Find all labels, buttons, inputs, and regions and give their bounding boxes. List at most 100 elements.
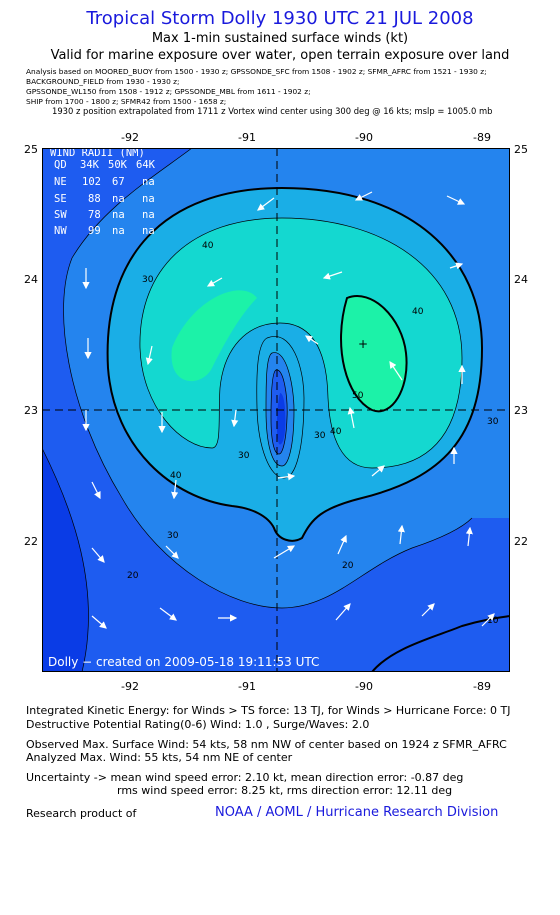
wind-vector-arrow <box>371 465 385 477</box>
wind-radii-cell: na <box>112 209 125 221</box>
wind-vector-arrow <box>171 479 179 500</box>
wind-vector-arrow <box>421 603 435 617</box>
contour-10kt-line <box>42 447 89 672</box>
wind-radii-cell: SW <box>54 209 67 221</box>
page-title: Tropical Storm Dolly 1930 UTC 21 JUL 200… <box>86 8 474 29</box>
coastline <box>371 615 510 672</box>
contour-label: 30 <box>142 275 154 285</box>
ike-line: Integrated Kinetic Energy: for Winds > T… <box>26 704 511 717</box>
wind-vector-arrow <box>389 361 403 381</box>
wind-radii-title: WIND RADII (NM) <box>50 148 145 159</box>
wind-vector-arrow <box>231 409 239 428</box>
lon-tick-top: -91 <box>238 131 256 144</box>
contour-fill-45-west <box>171 290 257 382</box>
wind-vector-arrow <box>354 191 373 201</box>
wind-radii-cell: 67 <box>112 176 125 188</box>
wind-radii-cell: 64K <box>136 159 156 171</box>
wind-vector-arrow <box>335 603 351 621</box>
contour-label: 30 <box>487 417 499 427</box>
lon-tick-top: -92 <box>121 131 139 144</box>
wind-vector-arrow <box>397 524 405 545</box>
research-label: Research product of <box>26 807 137 820</box>
contour-label: 20 <box>342 561 354 571</box>
wind-radii-cell: na <box>112 225 125 237</box>
contour-50kt-line <box>340 295 408 413</box>
wind-vector-arrow <box>481 613 495 627</box>
contour-eye-line <box>265 352 295 467</box>
contour-20kt-line <box>42 148 473 609</box>
wind-vector-arrow <box>337 534 347 555</box>
wind-field-map: + 30 40 40 40 50 40 30 30 30 20 20 30 10 <box>42 148 510 672</box>
wind-vector-arrow <box>91 615 107 629</box>
lon-tick-top: -89 <box>473 131 491 144</box>
lat-tick-left: 25 <box>24 143 38 156</box>
observed-max-line: Observed Max. Surface Wind: 54 kts, 58 n… <box>26 738 507 751</box>
contour-fill-eye-0 <box>276 393 286 445</box>
wind-vector-arrow <box>91 481 101 500</box>
contour-label: 30 <box>167 531 179 541</box>
lat-tick-right: 24 <box>514 273 528 286</box>
contour-40kt-line <box>139 217 463 469</box>
lon-tick-bottom: -92 <box>121 680 139 693</box>
wind-radii-cell: 34K <box>80 159 100 171</box>
contour-label: 30 <box>314 431 326 441</box>
lat-tick-left: 24 <box>24 273 38 286</box>
map-frame <box>42 148 510 672</box>
wind-radii-cell: QD <box>54 159 67 171</box>
wind-radii-cell: 99 <box>88 225 101 237</box>
wind-vector-arrow <box>277 473 296 481</box>
wind-vector-arrow <box>273 545 296 559</box>
wind-vector-arrow <box>465 526 473 547</box>
wind-radii-cell: na <box>112 193 125 205</box>
contour-label: 50 <box>352 391 364 401</box>
contour-label: 40 <box>170 471 182 481</box>
wind-radii-cell: NE <box>54 176 67 188</box>
wind-radii-cell: na <box>142 209 155 221</box>
wind-radii-cell: 78 <box>88 209 101 221</box>
validity-note: Valid for marine exposure over water, op… <box>50 48 510 63</box>
contour-label: 20 <box>127 571 139 581</box>
contour-fill-50 <box>341 296 407 412</box>
wind-vector-arrow <box>257 197 275 211</box>
wind-radii-cell: na <box>142 176 155 188</box>
research-org: NOAA / AOML / Hurricane Research Divisio… <box>215 805 499 820</box>
wind-radii-cell: NW <box>54 225 67 237</box>
wind-vector-arrow <box>145 345 153 366</box>
map-credit: Dolly − created on 2009-05-18 19:11:53 U… <box>48 655 319 669</box>
lat-tick-right: 22 <box>514 535 528 548</box>
contour-34kt-line <box>106 186 484 542</box>
lat-tick-left: 23 <box>24 404 38 417</box>
max-wind-marker: + <box>358 337 368 351</box>
wind-vector-arrow <box>165 545 179 559</box>
wind-radii-table: WIND RADII (NM) QD 34K 50K 64K NE 102 67… <box>50 148 156 237</box>
wind-vector-arrow <box>322 271 343 280</box>
lat-tick-left: 22 <box>24 535 38 548</box>
source-line-2: BACKGROUND_FIELD from 1930 - 1930 z; <box>26 77 180 86</box>
contour-fill-0 <box>42 448 89 672</box>
lon-tick-bottom: -89 <box>473 680 491 693</box>
lon-tick-top: -90 <box>355 131 373 144</box>
lon-tick-bottom: -91 <box>238 680 256 693</box>
contour-label: 40 <box>330 427 342 437</box>
wind-vector-arrow <box>91 547 105 563</box>
wind-vector-arrow <box>305 335 319 345</box>
source-line-4: SHIP from 1700 - 1800 z; SFMR42 from 150… <box>26 97 227 106</box>
wind-vector-arrow <box>449 262 464 270</box>
wind-radii-cell: na <box>142 225 155 237</box>
wind-radii-cell: SE <box>54 193 67 205</box>
wind-vector-arrow <box>159 607 177 621</box>
uncertainty-rms-line: rms wind speed error: 8.25 kt, rms direc… <box>117 784 453 797</box>
dpr-line: Destructive Potential Rating(0-6) Wind: … <box>26 718 370 731</box>
wind-radii-cell: 50K <box>108 159 128 171</box>
wind-radii-cell: 102 <box>82 176 101 188</box>
contour-label: 40 <box>412 307 424 317</box>
contour-label: 40 <box>202 241 214 251</box>
wind-radii-cell: 88 <box>88 193 101 205</box>
lon-tick-bottom: -90 <box>355 680 373 693</box>
wind-vector-arrow <box>347 406 355 429</box>
analyzed-max-line: Analyzed Max. Wind: 55 kts, 54 nm NE of … <box>26 751 293 764</box>
contour-label: 10 <box>487 616 499 626</box>
extrapolation-note: 1930 z position extrapolated from 1711 z… <box>52 106 493 116</box>
contour-eye-line <box>256 336 305 479</box>
page-subtitle: Max 1-min sustained surface winds (kt) <box>151 31 409 46</box>
